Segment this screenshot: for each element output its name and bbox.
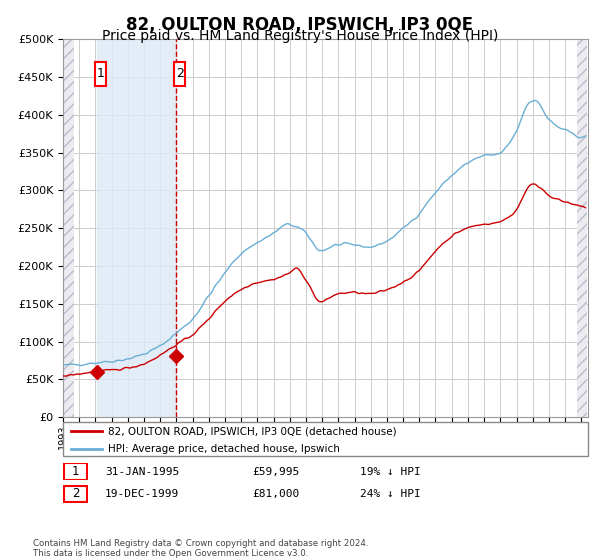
Text: Contains HM Land Registry data © Crown copyright and database right 2024.
This d: Contains HM Land Registry data © Crown c… (33, 539, 368, 558)
Text: HPI: Average price, detached house, Ipswich: HPI: Average price, detached house, Ipsw… (107, 444, 340, 454)
Text: 19-DEC-1999: 19-DEC-1999 (105, 489, 179, 499)
Text: 82, OULTON ROAD, IPSWICH, IP3 0QE: 82, OULTON ROAD, IPSWICH, IP3 0QE (127, 16, 473, 34)
Text: 1: 1 (72, 465, 79, 478)
Bar (577, 39, 587, 417)
Text: 1: 1 (97, 67, 104, 81)
Text: Price paid vs. HM Land Registry's House Price Index (HPI): Price paid vs. HM Land Registry's House … (102, 29, 498, 43)
FancyBboxPatch shape (95, 62, 106, 86)
Bar (97, 39, 176, 417)
Bar (63, 39, 74, 417)
Text: £59,995: £59,995 (252, 466, 299, 477)
Text: £81,000: £81,000 (252, 489, 299, 499)
Text: 82, OULTON ROAD, IPSWICH, IP3 0QE (detached house): 82, OULTON ROAD, IPSWICH, IP3 0QE (detac… (107, 426, 396, 436)
Text: 2: 2 (176, 67, 184, 81)
Text: 31-JAN-1995: 31-JAN-1995 (105, 466, 179, 477)
Text: 19% ↓ HPI: 19% ↓ HPI (360, 466, 421, 477)
Text: 2: 2 (72, 487, 79, 501)
Text: 24% ↓ HPI: 24% ↓ HPI (360, 489, 421, 499)
FancyBboxPatch shape (175, 62, 185, 86)
